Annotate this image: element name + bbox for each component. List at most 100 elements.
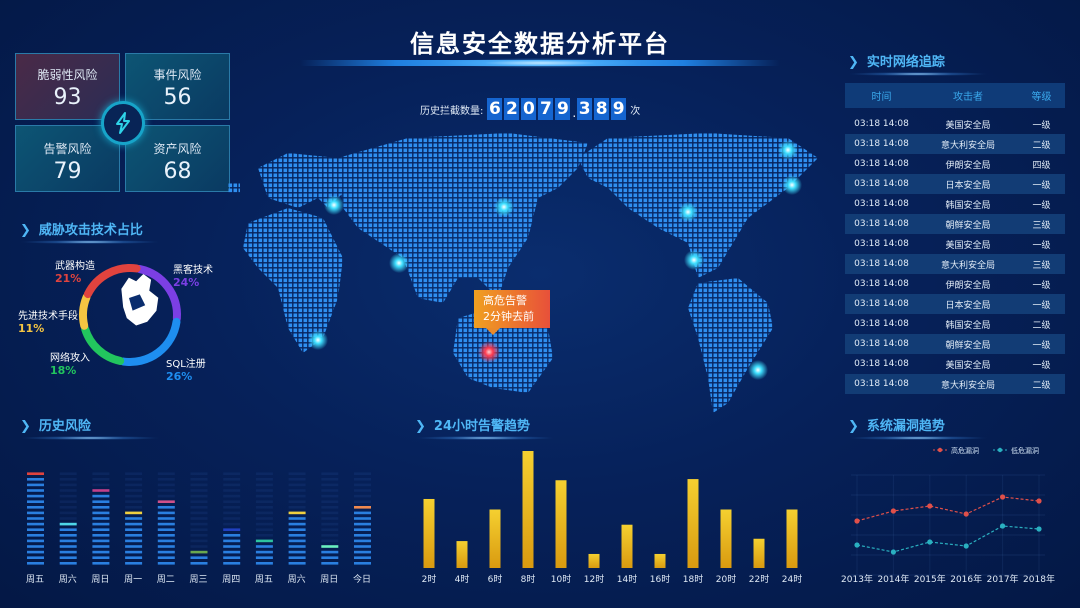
bar-segment <box>190 545 208 548</box>
bar-segment <box>92 539 110 543</box>
bar-segment <box>125 539 143 543</box>
cell-level: 二级 <box>1032 320 1051 331</box>
cell-attacker: 日本安全局 <box>945 180 991 191</box>
map-point[interactable] <box>684 250 704 270</box>
bar-segment <box>288 478 306 481</box>
section-title-vuln: ❯ 系统漏洞趋势 <box>848 415 945 434</box>
table-row[interactable]: 03:18 14:08 伊朗安全局 一级 <box>845 274 1065 294</box>
risk-card-event[interactable]: 事件风险 56 <box>125 53 230 120</box>
table-row[interactable]: 03:18 14:08 意大利安全局 二级 <box>845 134 1065 154</box>
bar-segment <box>354 522 371 526</box>
world-map[interactable] <box>228 128 838 418</box>
alert-tooltip: 高危告警 2分钟去前 <box>474 290 550 335</box>
table-row[interactable]: 03:18 14:08 意大利安全局 二级 <box>845 374 1065 394</box>
risk-card-asset[interactable]: 资产风险 68 <box>125 125 230 192</box>
table-row[interactable]: 03:18 14:08 意大利安全局 三级 <box>845 254 1065 274</box>
bar-segment <box>27 534 44 537</box>
map-point[interactable] <box>308 330 328 350</box>
bar-segment <box>59 517 77 520</box>
bar-segment <box>190 517 208 520</box>
cell-level: 三级 <box>1032 220 1051 231</box>
chevron-right-icon: ❯ <box>848 419 859 434</box>
intercept-counter: 历史拦截数量: 6 2 0 7 9. 3 8 9 次 <box>420 98 640 120</box>
x-tick-label: 2017年 <box>987 573 1019 585</box>
series-point <box>927 539 933 545</box>
table-row[interactable]: 03:18 14:08 美国安全局 一级 <box>845 114 1065 134</box>
bar-segment <box>223 522 241 526</box>
history-risk-chart: 周五 周六 周日 周一 周二 周三 周四 周五 周六 周日 今日 <box>26 472 371 585</box>
bar-segment <box>288 522 306 526</box>
bar-segment <box>92 517 110 520</box>
map-point[interactable] <box>748 360 768 380</box>
table-row[interactable]: 03:18 14:08 伊朗安全局 四级 <box>845 154 1065 174</box>
bar-segment <box>59 500 77 503</box>
map-point[interactable] <box>782 175 802 195</box>
card-value: 56 <box>163 85 192 110</box>
bar-segment <box>125 506 143 509</box>
bar-segment <box>321 528 339 531</box>
map-point[interactable] <box>324 195 344 215</box>
map-point[interactable] <box>778 140 798 160</box>
bar-segment <box>255 494 273 498</box>
bar-segment <box>27 562 44 565</box>
x-tick-label: 24时 <box>782 573 802 585</box>
map-alert-point[interactable] <box>478 341 500 363</box>
table-row[interactable]: 03:18 14:08 日本安全局 一级 <box>845 174 1065 194</box>
cell-attacker: 伊朗安全局 <box>945 280 991 291</box>
bar-segment <box>255 562 273 565</box>
cell-time: 03:18 14:08 <box>854 379 909 389</box>
series-line <box>856 525 1040 553</box>
risk-card-vulnerability[interactable]: 脆弱性风险 93 <box>15 53 120 120</box>
history-bar <box>59 472 77 565</box>
bar-segment <box>223 556 241 559</box>
bar-segment <box>223 494 241 498</box>
trend-bar <box>753 538 765 568</box>
table-row[interactable]: 03:18 14:08 朝鲜安全局 三级 <box>845 214 1065 234</box>
history-bar <box>223 472 241 565</box>
history-bar <box>125 472 143 565</box>
bar-segment <box>288 562 306 565</box>
table-row[interactable]: 03:18 14:08 韩国安全局 一级 <box>845 194 1065 214</box>
chevron-right-icon: ❯ <box>20 419 31 434</box>
map-point[interactable] <box>389 253 409 273</box>
bar-segment <box>223 472 241 475</box>
map-point[interactable] <box>678 202 698 222</box>
x-tick-label: 周三 <box>189 574 207 585</box>
col-level: 等级 <box>1031 92 1052 103</box>
counter-digit: 6 <box>487 98 503 120</box>
table-row[interactable]: 03:18 14:08 美国安全局 一级 <box>845 234 1065 254</box>
bar-segment <box>27 517 44 520</box>
bar-segment <box>125 556 143 559</box>
trend-bar <box>588 553 600 568</box>
bar-segment <box>59 472 77 475</box>
alert-trend-chart: 2时 4时 6时 8时 10时 12时 14时 16时 18时 20时 22时 24时 <box>422 451 802 585</box>
bar-segment <box>223 478 241 481</box>
bar-segment <box>354 472 371 475</box>
map-point[interactable] <box>494 197 514 217</box>
section-title-tracking: ❯ 实时网络追踪 <box>848 51 945 70</box>
table-row[interactable]: 03:18 14:08 韩国安全局 二级 <box>845 314 1065 334</box>
slice-label-hacker: 黑客技术 24% <box>173 265 213 289</box>
bar-segment <box>288 489 306 492</box>
bar-segment <box>321 562 339 565</box>
cell-level: 二级 <box>1032 140 1051 151</box>
table-row[interactable]: 03:18 14:08 美国安全局 一级 <box>845 354 1065 374</box>
bar-segment <box>288 528 306 531</box>
table-row[interactable]: 03:18 14:08 日本安全局 一级 <box>845 294 1065 314</box>
bar-segment <box>27 545 44 548</box>
bar-segment <box>157 472 175 475</box>
cell-attacker: 美国安全局 <box>945 240 991 251</box>
bar-segment <box>255 550 273 554</box>
bar-segment <box>354 539 371 543</box>
cell-time: 03:18 14:08 <box>854 219 909 229</box>
cell-time: 03:18 14:08 <box>854 139 909 149</box>
x-tick-label: 周一 <box>124 574 142 585</box>
alert-title: 高危告警 <box>483 294 527 307</box>
cell-attacker: 朝鲜安全局 <box>945 340 991 351</box>
cell-time: 03:18 14:08 <box>854 199 909 209</box>
table-row[interactable]: 03:18 14:08 朝鲜安全局 一级 <box>845 334 1065 354</box>
section-glow <box>20 240 160 244</box>
trend-bar <box>555 480 567 568</box>
bar-segment <box>59 545 77 548</box>
risk-card-alert[interactable]: 告警风险 79 <box>15 125 120 192</box>
